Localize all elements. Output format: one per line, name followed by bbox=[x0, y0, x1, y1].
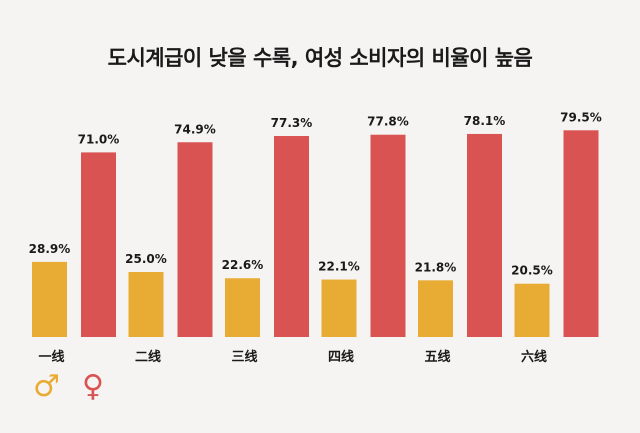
female-bar-2 bbox=[177, 142, 213, 337]
female-bar-4 bbox=[370, 134, 406, 337]
male-bar-3 bbox=[225, 278, 260, 337]
data-label: 21.8% bbox=[415, 260, 457, 274]
chart-title: 도시계급이 낮을 수록, 여성 소비자의 비율이 높음 bbox=[107, 46, 533, 70]
male-bar-4 bbox=[321, 279, 357, 337]
data-label: 77.3% bbox=[271, 116, 313, 130]
data-label: 78.1% bbox=[464, 114, 506, 128]
category-label: 五线 bbox=[424, 349, 450, 365]
data-label: 22.1% bbox=[318, 260, 360, 274]
data-label: 25.0% bbox=[125, 252, 167, 266]
category-label: 一线 bbox=[38, 349, 64, 365]
data-label: 74.9% bbox=[174, 122, 216, 136]
male-symbol-icon: ♂ bbox=[33, 369, 60, 404]
data-label: 22.6% bbox=[222, 258, 264, 272]
female-bar-5 bbox=[467, 133, 502, 337]
data-label: 77.8% bbox=[367, 115, 409, 129]
data-label: 28.9% bbox=[29, 242, 71, 256]
female-symbol-icon: ♀ bbox=[82, 369, 104, 404]
male-bar-5 bbox=[418, 280, 453, 337]
male-bar-2 bbox=[128, 272, 164, 337]
female-bar-3 bbox=[274, 136, 309, 337]
category-label: 六线 bbox=[521, 349, 547, 365]
category-label: 二线 bbox=[135, 349, 161, 365]
female-bar-1 bbox=[81, 152, 116, 337]
male-bar-6 bbox=[514, 283, 550, 337]
data-label: 71.0% bbox=[78, 132, 120, 146]
data-label: 20.5% bbox=[511, 264, 553, 278]
category-label: 三线 bbox=[231, 349, 257, 365]
category-label: 四线 bbox=[328, 349, 354, 365]
data-label: 79.5% bbox=[560, 110, 602, 124]
male-bar-1 bbox=[32, 261, 67, 337]
female-bar-6 bbox=[563, 130, 599, 337]
